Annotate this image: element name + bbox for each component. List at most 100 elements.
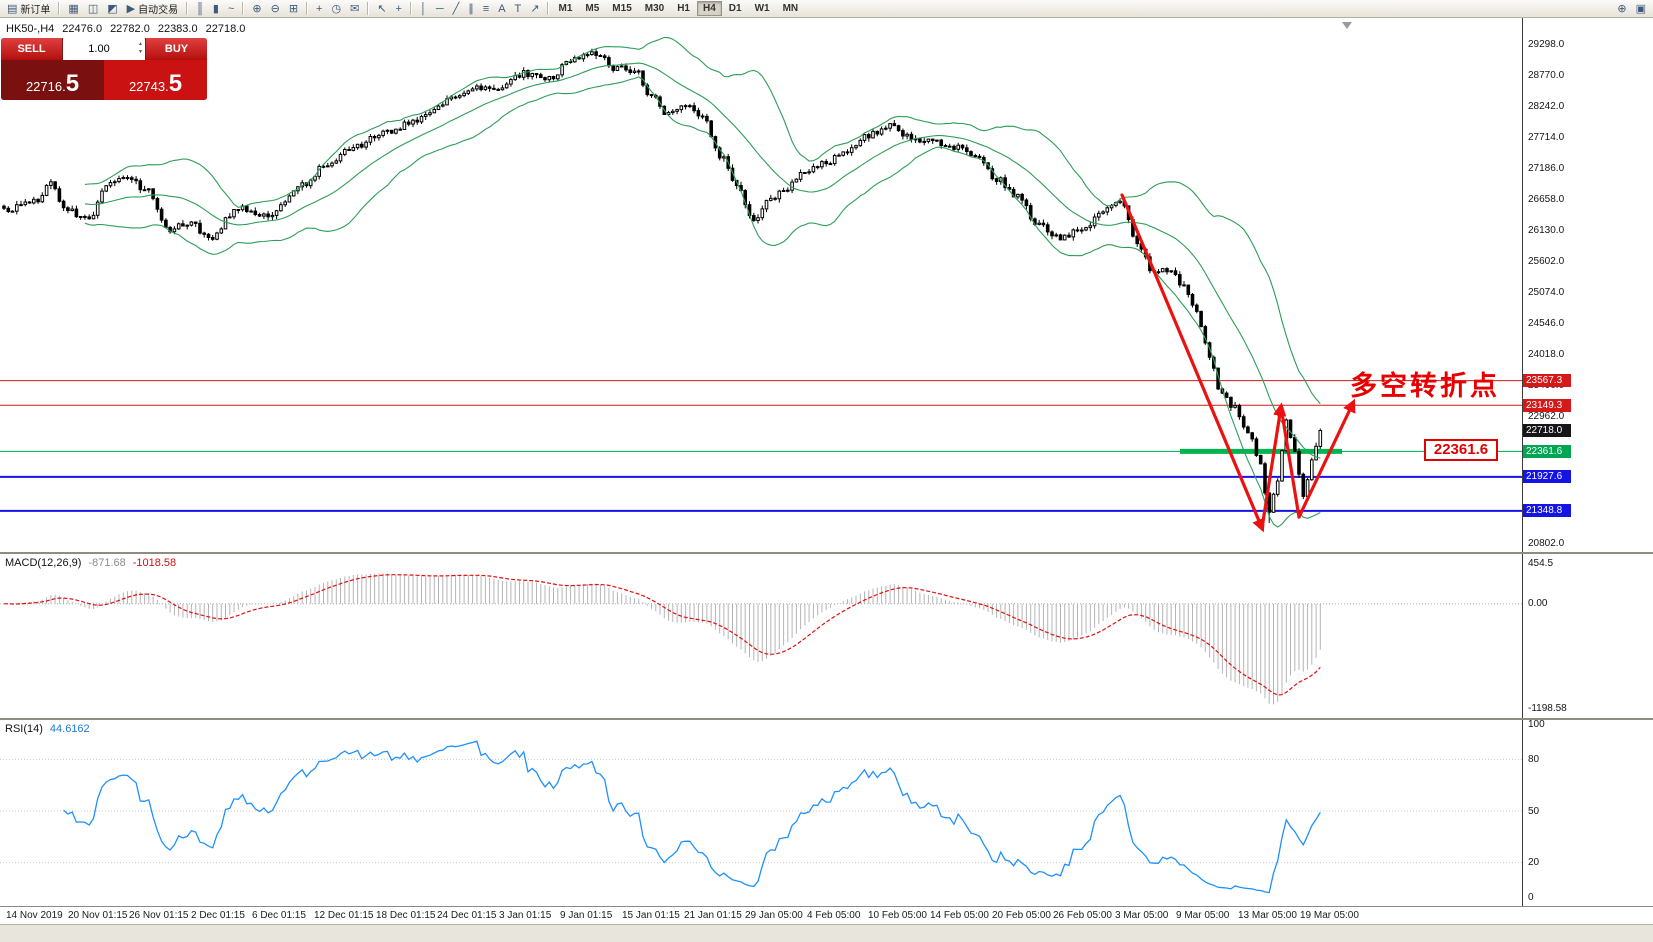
charts-window-button[interactable]: ▦ bbox=[64, 1, 82, 17]
sell-button[interactable]: SELL bbox=[1, 38, 62, 60]
vertical-line-button[interactable]: │ bbox=[416, 1, 431, 17]
rsi-axis-label: 100 bbox=[1528, 719, 1545, 730]
time-axis-label: 14 Nov 2019 bbox=[6, 910, 63, 921]
timeframe-m5-button[interactable]: M5 bbox=[585, 3, 600, 14]
annotation-text[interactable]: 多空转折点 bbox=[1350, 371, 1500, 401]
rsi-axis-label: 80 bbox=[1528, 754, 1540, 765]
chart-shift-marker[interactable] bbox=[1342, 22, 1352, 29]
time-axis-label: 12 Dec 01:15 bbox=[314, 910, 374, 921]
price-axis[interactable]: 29298.0 28770.0 28242.0 27714.0 27186.0 26658… bbox=[1522, 18, 1653, 552]
price-tick-label: 24018.0 bbox=[1528, 349, 1565, 360]
volume-spinner[interactable]: ▲ ▼ bbox=[138, 40, 143, 56]
new-order-icon: ▤ bbox=[7, 2, 18, 15]
tile-windows-button[interactable]: ⊞ bbox=[285, 1, 302, 17]
time-axis-label: 15 Jan 01:15 bbox=[622, 910, 680, 921]
timeframe-m1-button[interactable]: M1 bbox=[558, 3, 573, 14]
bollinger-bands bbox=[84, 36, 1321, 528]
timeframe-m30-button[interactable]: M30 bbox=[644, 3, 665, 14]
fibonacci-button[interactable]: ≡ bbox=[479, 1, 493, 17]
plus-icon: + bbox=[316, 2, 323, 15]
timeframe-m15-button[interactable]: M15 bbox=[612, 3, 632, 14]
price-tick-label: 28242.0 bbox=[1528, 101, 1565, 112]
trend-arrows[interactable] bbox=[1120, 193, 1356, 533]
mail-button[interactable]: ✉ bbox=[346, 1, 363, 17]
price-tick-label: 25074.0 bbox=[1528, 287, 1565, 298]
volume-input[interactable] bbox=[63, 38, 145, 60]
magnifier-icon: ⊕ bbox=[1617, 2, 1627, 15]
sell-price[interactable]: 22716. 5 bbox=[1, 60, 104, 100]
spinner-down-icon[interactable]: ▼ bbox=[138, 49, 143, 55]
candlestick-icon: ▮ bbox=[212, 2, 219, 15]
bar-chart-button[interactable]: ║ bbox=[192, 1, 208, 17]
timeframe-mn-button[interactable]: MN bbox=[782, 3, 799, 14]
cursor-icon: ↖ bbox=[377, 2, 387, 15]
price-level-tag: 22361.6 bbox=[1523, 445, 1571, 458]
toolbar: ▤ 新订单 ▦ ◫ ◩ ▶ 自动交易 ║ ▮ ~ ⊕ ⊖ ⊞ + ◷ ✉ ↖ + │ ─ ╱ ∥ ≡ A T ↗ M1 M5 M15 M… bbox=[0, 0, 1653, 18]
rsi-line bbox=[63, 740, 1321, 894]
window-arrange-button[interactable]: ▣ bbox=[1632, 1, 1650, 17]
alerts-button[interactable]: ◷ bbox=[327, 1, 345, 17]
time-axis-label: 26 Feb 05:00 bbox=[1053, 910, 1112, 921]
toolbar-separator bbox=[306, 2, 309, 15]
envelope-icon: ✉ bbox=[350, 2, 360, 15]
arrows-button[interactable]: ↗ bbox=[526, 1, 543, 17]
zoom-out-button[interactable]: ⊖ bbox=[267, 1, 284, 17]
label-icon: T bbox=[514, 2, 522, 15]
zoom-out-icon: ⊖ bbox=[270, 2, 280, 15]
macd-axis-label: 0.00 bbox=[1528, 598, 1548, 609]
price-chart-panel[interactable]: HK50-,H4 22476.0 22782.0 22383.0 22718.0… bbox=[0, 18, 1653, 552]
macd-signal-line bbox=[4, 574, 1321, 696]
cursor-button[interactable]: ↖ bbox=[373, 1, 390, 17]
new-chart-button[interactable]: + bbox=[312, 1, 326, 17]
time-axis-label: 3 Jan 01:15 bbox=[499, 910, 552, 921]
channel-button[interactable]: ∥ bbox=[464, 1, 478, 17]
price-tick-label: 26658.0 bbox=[1528, 194, 1565, 205]
candlestick-chart[interactable] bbox=[0, 18, 1522, 552]
profiles-button[interactable]: ◫ bbox=[84, 1, 102, 17]
time-axis-label: 14 Feb 05:00 bbox=[930, 910, 989, 921]
crosshair-button[interactable]: + bbox=[392, 1, 406, 17]
line-chart-button[interactable]: ~ bbox=[224, 1, 238, 17]
timeframe-h1-button[interactable]: H1 bbox=[677, 3, 690, 14]
text-label-button[interactable]: T bbox=[511, 1, 526, 17]
text-icon: A bbox=[498, 2, 506, 15]
rsi-panel[interactable]: RSI(14) 44.6162 100 80 50 20 0 bbox=[0, 718, 1653, 908]
macd-main-value: -871.68 bbox=[88, 557, 126, 569]
buy-button[interactable]: BUY bbox=[146, 38, 207, 60]
text-button[interactable]: A bbox=[494, 1, 509, 17]
time-axis-label: 9 Jan 01:15 bbox=[560, 910, 613, 921]
clock-icon: ◷ bbox=[331, 2, 342, 15]
rsi-name-label: RSI(14) bbox=[5, 723, 43, 735]
price-callout-label[interactable]: 22361.6 bbox=[1424, 439, 1498, 461]
close-value: 22718.0 bbox=[205, 23, 246, 35]
trendline-button[interactable]: ╱ bbox=[449, 1, 464, 17]
price-tick-label: 22962.0 bbox=[1528, 411, 1565, 422]
spinner-up-icon[interactable]: ▲ bbox=[138, 41, 143, 47]
time-axis-label: 9 Mar 05:00 bbox=[1176, 910, 1230, 921]
zoom-search-button[interactable]: ⊕ bbox=[1613, 1, 1630, 17]
bar-chart-icon: ║ bbox=[196, 2, 204, 15]
new-order-button[interactable]: ▤ 新订单 bbox=[3, 1, 54, 17]
macd-signal-value: -1018.58 bbox=[132, 557, 177, 569]
timeframe-d1-button[interactable]: D1 bbox=[728, 3, 742, 14]
buy-price[interactable]: 22743. 5 bbox=[104, 60, 207, 100]
line-chart-icon: ~ bbox=[227, 2, 235, 15]
rsi-chart[interactable] bbox=[0, 720, 1522, 906]
low-value: 22383.0 bbox=[157, 23, 198, 35]
macd-panel[interactable]: MACD(12,26,9) -871.68 -1018.58 454.5 0.00… bbox=[0, 552, 1653, 720]
time-axis-label: 2 Dec 01:15 bbox=[191, 910, 245, 921]
time-axis[interactable]: 14 Nov 2019 20 Nov 01:15 26 Nov 01:15 2 Dec… bbox=[0, 906, 1653, 924]
horizontal-line-button[interactable]: ─ bbox=[432, 1, 448, 17]
zoom-in-button[interactable]: ⊕ bbox=[248, 1, 265, 17]
macd-chart[interactable] bbox=[0, 554, 1522, 718]
vertical-line-icon: │ bbox=[419, 2, 427, 15]
price-level-tag: 23149.3 bbox=[1523, 399, 1571, 412]
strategy-tester-button[interactable]: ◩ bbox=[103, 1, 121, 17]
auto-trading-button[interactable]: ▶ 自动交易 bbox=[123, 1, 182, 17]
timeframe-w1-button[interactable]: W1 bbox=[754, 3, 770, 14]
timeframe-h4-button[interactable]: H4 bbox=[697, 1, 722, 16]
time-axis-label: 20 Feb 05:00 bbox=[992, 910, 1051, 921]
candlestick-chart-button[interactable]: ▮ bbox=[209, 1, 223, 17]
time-axis-label: 18 Dec 01:15 bbox=[376, 910, 436, 921]
volume-field: ▲▼ bbox=[62, 38, 146, 60]
